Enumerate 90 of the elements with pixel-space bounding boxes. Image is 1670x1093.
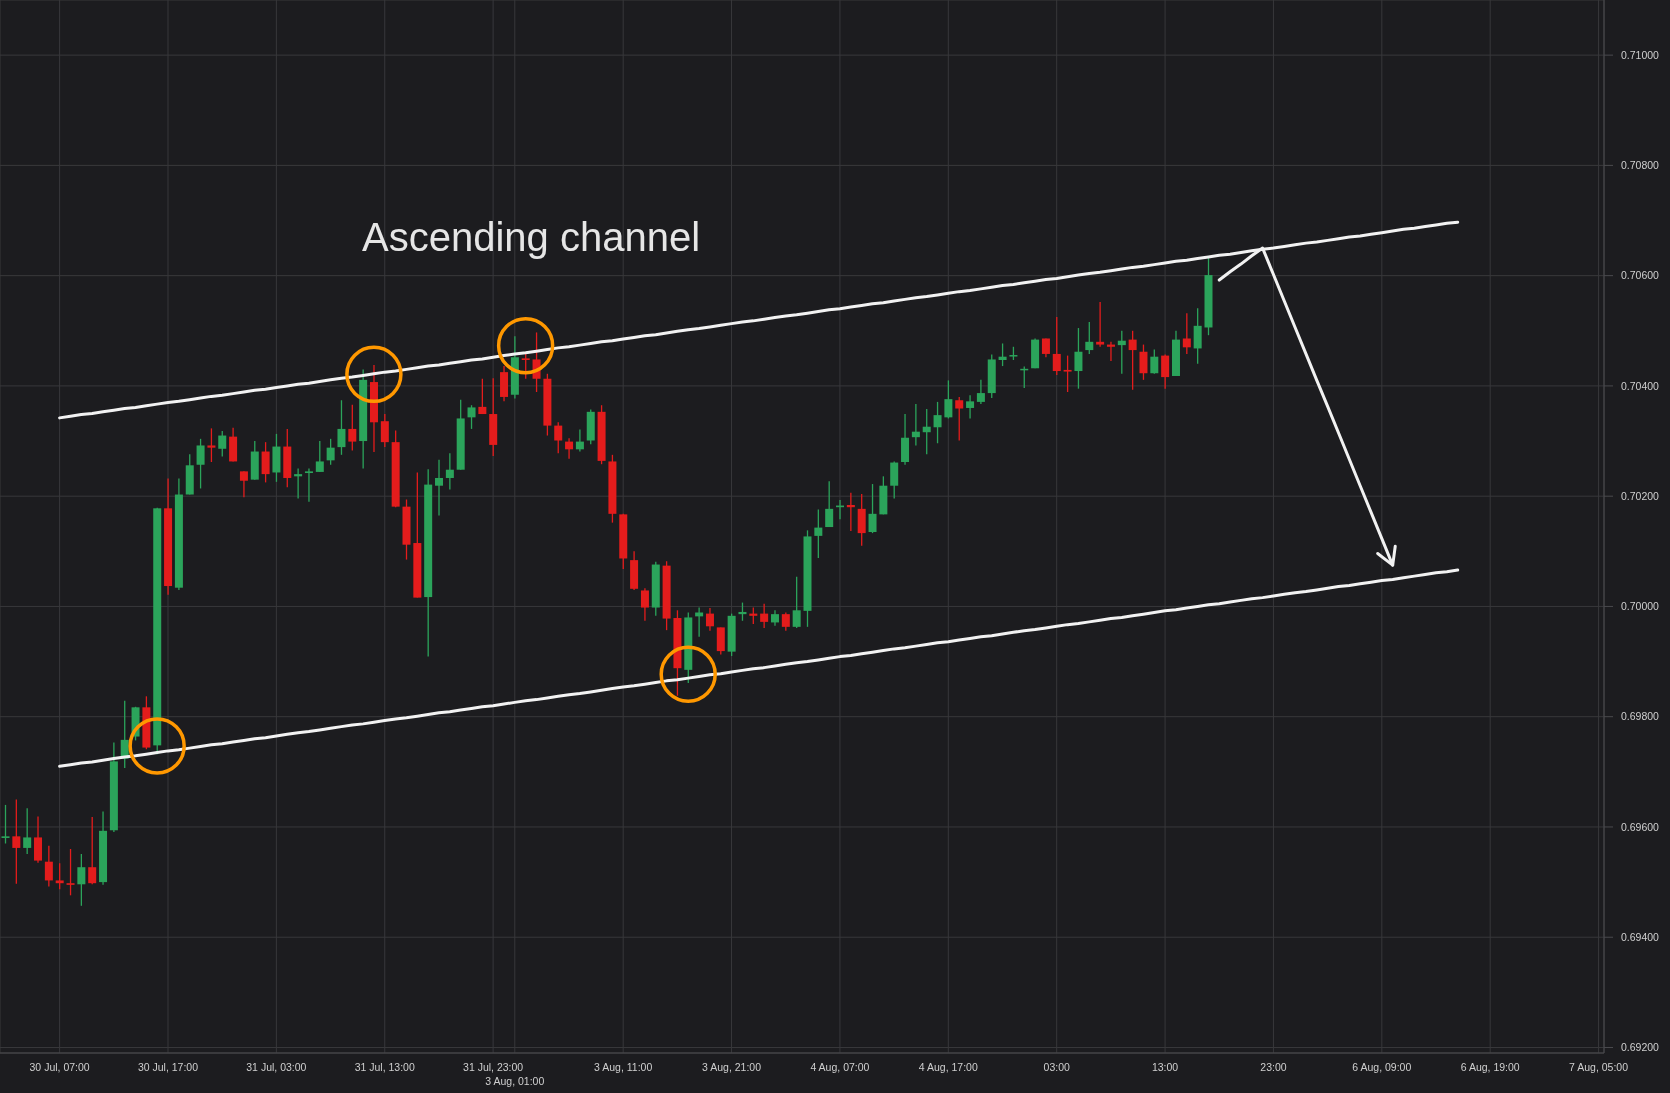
candlestick bbox=[315, 440, 324, 473]
candlestick bbox=[261, 441, 270, 484]
y-tick-label: 0.70400 bbox=[1621, 379, 1660, 392]
candlestick bbox=[304, 467, 313, 503]
candlestick bbox=[1182, 312, 1191, 355]
annotation: Ascending channel bbox=[362, 214, 701, 260]
point bbox=[659, 645, 717, 703]
candlestick bbox=[1193, 307, 1202, 365]
candlestick bbox=[705, 607, 714, 632]
candlestick bbox=[348, 404, 357, 452]
point bbox=[128, 717, 186, 775]
candlestick bbox=[239, 470, 248, 498]
candlestick bbox=[12, 798, 21, 885]
y-tick-label: 0.69800 bbox=[1621, 710, 1660, 723]
y-tick-label: 0.71000 bbox=[1621, 48, 1660, 61]
candlestick bbox=[976, 379, 985, 405]
y-tick-label: 0.70600 bbox=[1621, 269, 1660, 282]
x-tick-label: 7 Aug, 05:00 bbox=[1569, 1061, 1629, 1073]
candlestick bbox=[1128, 330, 1137, 391]
candlestick bbox=[966, 394, 975, 420]
x-tick-label: 31 Jul, 03:00 bbox=[246, 1061, 307, 1073]
candlestick bbox=[890, 460, 899, 500]
candlestick bbox=[1052, 316, 1061, 376]
x-tick-label: 30 Jul, 07:00 bbox=[29, 1061, 90, 1073]
line-series bbox=[58, 568, 1460, 768]
candlestick bbox=[760, 603, 769, 629]
candlestick bbox=[380, 413, 389, 448]
candlestick bbox=[218, 430, 227, 458]
candlestick bbox=[435, 459, 444, 517]
candlestick bbox=[467, 404, 476, 430]
candlestick bbox=[944, 379, 953, 420]
candlestick bbox=[933, 401, 942, 444]
candlestick bbox=[825, 480, 834, 528]
x-tick-label: 3 Aug, 01:00 bbox=[485, 1075, 545, 1087]
candlestick bbox=[88, 816, 97, 885]
y-tick-label: 0.70800 bbox=[1621, 159, 1660, 172]
x-tick-label: 31 Jul, 13:00 bbox=[354, 1061, 415, 1073]
candlestick bbox=[326, 438, 335, 466]
candlestick bbox=[1074, 327, 1083, 390]
candlestick bbox=[565, 437, 574, 460]
candlestick bbox=[77, 853, 86, 907]
x-tick-label: 4 Aug, 17:00 bbox=[918, 1061, 978, 1073]
candlestick bbox=[66, 848, 75, 896]
candlestick bbox=[716, 626, 725, 656]
candlestick bbox=[1, 804, 10, 845]
y-tick-label: 0.70200 bbox=[1621, 489, 1660, 502]
x-tick-label: 03:00 bbox=[1043, 1061, 1070, 1073]
candlestick bbox=[478, 378, 487, 415]
x-tick-label: 13:00 bbox=[1151, 1061, 1179, 1073]
candlestick bbox=[55, 862, 64, 890]
candlestick bbox=[1063, 354, 1072, 393]
point bbox=[345, 345, 403, 404]
x-tick-label: 6 Aug, 09:00 bbox=[1352, 1061, 1412, 1073]
candlestick bbox=[23, 807, 32, 855]
y-tick-label: 0.69200 bbox=[1621, 1041, 1660, 1054]
x-tick-label: 3 Aug, 21:00 bbox=[702, 1061, 762, 1073]
y-tick-label: 0.70000 bbox=[1621, 600, 1660, 613]
candlestick bbox=[1139, 343, 1148, 381]
point bbox=[496, 316, 555, 375]
candlestick bbox=[34, 815, 43, 864]
candlestick bbox=[1085, 321, 1094, 355]
candlestick bbox=[998, 342, 1007, 367]
x-tick-label: 3 Aug, 11:00 bbox=[594, 1061, 653, 1073]
candlestick bbox=[445, 452, 454, 491]
candlestick bbox=[554, 421, 563, 454]
x-tick-label: 30 Jul, 17:00 bbox=[137, 1061, 199, 1073]
candlestick bbox=[575, 428, 584, 453]
candlestick bbox=[868, 483, 877, 534]
candlestick bbox=[922, 408, 931, 455]
y-tick-label: 0.69400 bbox=[1621, 930, 1660, 943]
candlestick bbox=[44, 845, 53, 888]
candlestick bbox=[640, 587, 649, 622]
candlestick bbox=[911, 403, 920, 447]
candlestick bbox=[1096, 301, 1105, 348]
candlestick bbox=[814, 508, 823, 559]
candlestick bbox=[781, 611, 790, 632]
candlestick bbox=[1117, 330, 1126, 375]
candlestick bbox=[792, 576, 801, 629]
candlestick bbox=[337, 399, 346, 456]
candlestick bbox=[955, 396, 964, 442]
x-tick-label: 31 Jul, 23:00 bbox=[463, 1061, 524, 1073]
y-tick-label: 0.69600 bbox=[1621, 820, 1660, 833]
x-tick-label: 4 Aug, 07:00 bbox=[810, 1061, 870, 1073]
candlestick bbox=[196, 438, 205, 490]
candlestick bbox=[1161, 353, 1170, 390]
candlestick bbox=[207, 427, 216, 463]
candlestick bbox=[1150, 348, 1159, 375]
candlestick bbox=[521, 353, 530, 380]
x-tick-label: 6 Aug, 19:00 bbox=[1460, 1061, 1520, 1073]
x-tick-label: 23:00 bbox=[1260, 1061, 1287, 1073]
